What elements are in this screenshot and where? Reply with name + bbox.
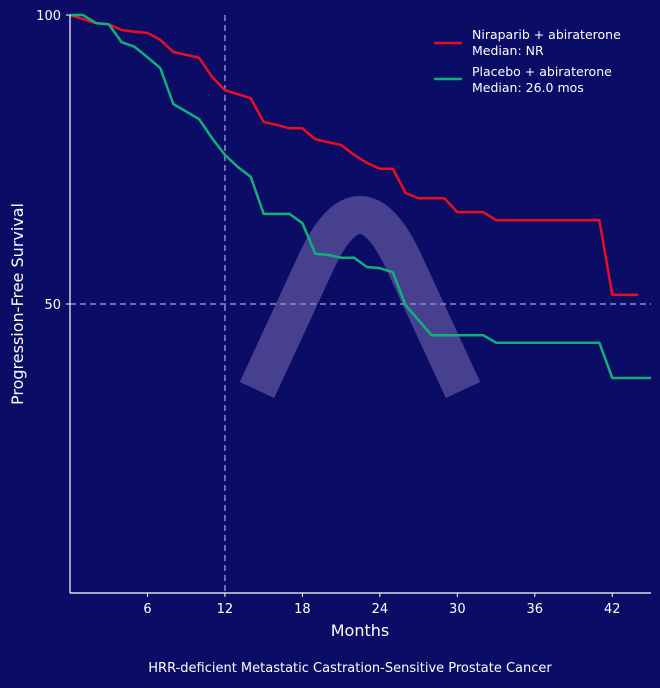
series-line-niraparib [69, 13, 639, 297]
watermark-logo [239, 196, 481, 398]
legend: Niraparib + abiraterone Median: NR Place… [434, 27, 621, 95]
x-axis-label: Months [331, 621, 389, 640]
x-tick-label: 30 [449, 602, 466, 617]
y-tick-label: 50 [44, 298, 61, 313]
legend-median-placebo: Median: 26.0 mos [472, 80, 584, 95]
y-tick-label: 100 [36, 9, 61, 24]
x-tick-label: 18 [294, 602, 311, 617]
series-line-placebo [70, 13, 651, 380]
legend-label-placebo: Placebo + abiraterone [472, 64, 612, 79]
y-axis-label: Progression-Free Survival [8, 203, 27, 405]
x-tick-label: 36 [527, 602, 544, 617]
legend-label-niraparib: Niraparib + abiraterone [472, 27, 621, 42]
x-tick-label: 12 [217, 602, 234, 617]
x-tick-label: 42 [604, 602, 621, 617]
x-tick-label: 24 [372, 602, 389, 617]
legend-median-niraparib: Median: NR [472, 43, 544, 58]
x-tick-label: 6 [143, 602, 151, 617]
caption: HRR-deficient Metastatic Castration-Sens… [148, 661, 552, 676]
